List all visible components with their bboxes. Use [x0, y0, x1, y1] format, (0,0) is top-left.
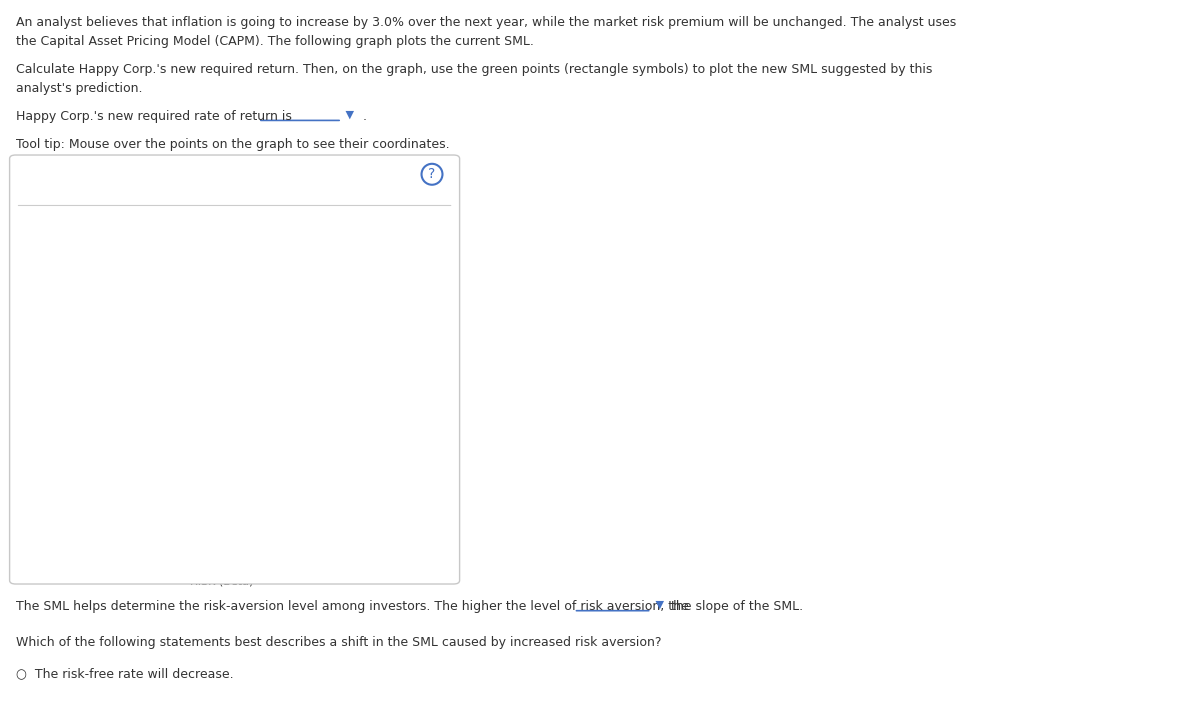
Text: .: . — [359, 110, 367, 123]
Text: An analyst believes that inflation is going to increase by 3.0% over the next ye: An analyst believes that inflation is go… — [16, 16, 956, 29]
Text: ▼: ▼ — [342, 110, 354, 120]
Text: ▼: ▼ — [652, 600, 664, 610]
Text: New SML: New SML — [347, 215, 397, 225]
Text: ?: ? — [428, 167, 436, 181]
Text: the Capital Asset Pricing Model (CAPM). The following graph plots the current SM: the Capital Asset Pricing Model (CAPM). … — [16, 35, 534, 48]
Text: Happy Corp.'s new required rate of return is: Happy Corp.'s new required rate of retur… — [16, 110, 292, 123]
Text: Tool tip: Mouse over the points on the graph to see their coordinates.: Tool tip: Mouse over the points on the g… — [16, 138, 449, 151]
Text: ○  The risk-free rate will decrease.: ○ The risk-free rate will decrease. — [16, 667, 233, 680]
Text: the slope of the SML.: the slope of the SML. — [667, 600, 803, 613]
X-axis label: RISK (Beta): RISK (Beta) — [190, 576, 253, 586]
Text: Which of the following statements best describes a shift in the SML caused by in: Which of the following statements best d… — [16, 636, 661, 649]
Text: analyst's prediction.: analyst's prediction. — [16, 82, 142, 95]
Y-axis label: REQUIRED RATE OF RETURN (Percent): REQUIRED RATE OF RETURN (Percent) — [49, 290, 59, 460]
Text: Calculate Happy Corp.'s new required return. Then, on the graph, use the green p: Calculate Happy Corp.'s new required ret… — [16, 63, 932, 76]
Text: The SML helps determine the risk-aversion level among investors. The higher the : The SML helps determine the risk-aversio… — [16, 600, 689, 613]
